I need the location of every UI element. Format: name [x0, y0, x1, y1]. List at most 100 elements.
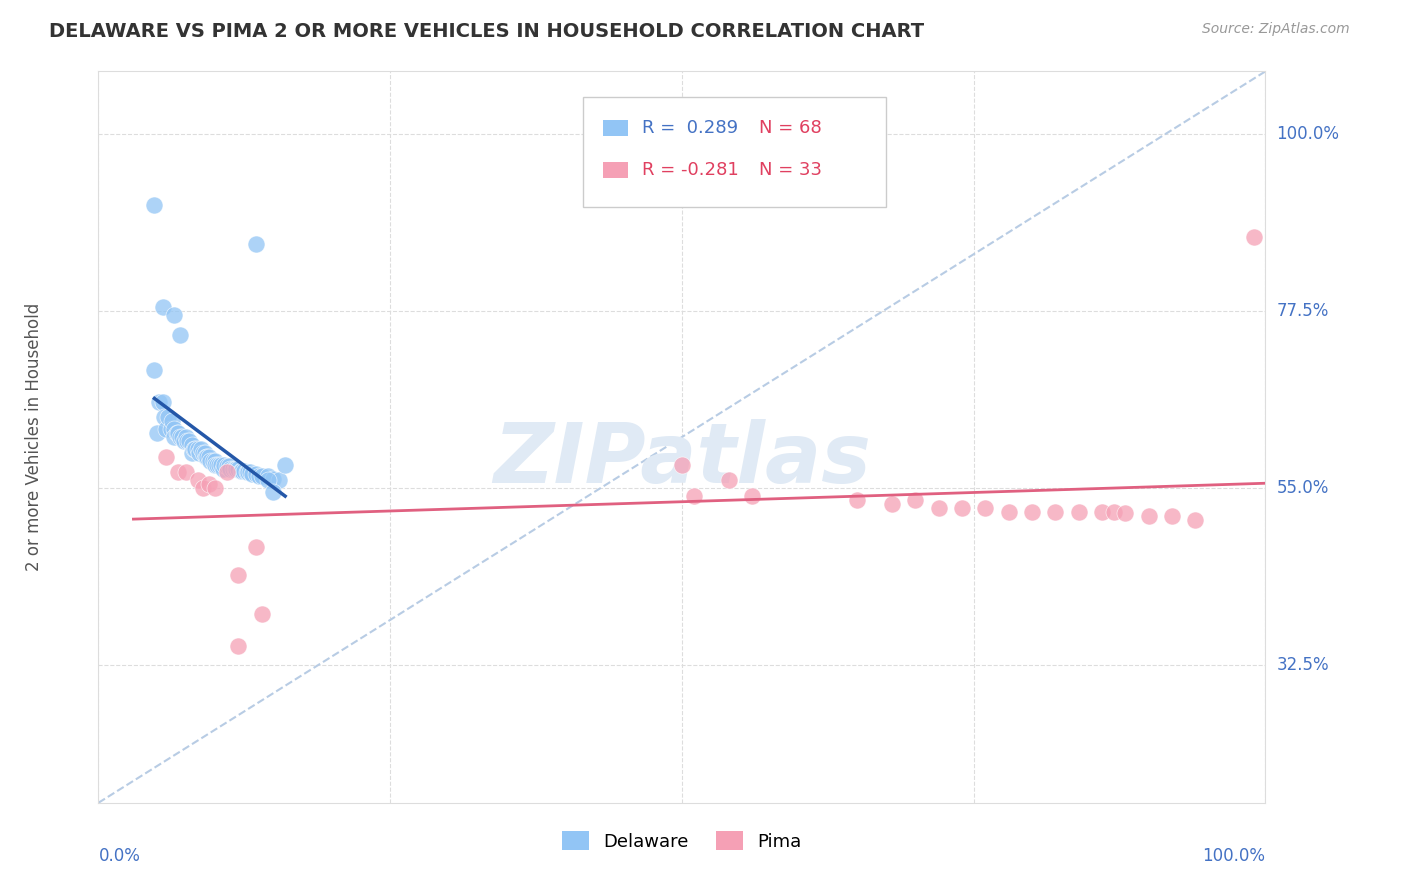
Text: 100.0%: 100.0%: [1277, 125, 1340, 144]
Point: [198, 477, 221, 491]
Point: [174, 466, 197, 480]
Point: [671, 458, 693, 472]
Point: [221, 461, 243, 475]
Point: [262, 485, 284, 500]
FancyBboxPatch shape: [603, 120, 628, 136]
Point: [224, 461, 246, 475]
Legend: Delaware, Pima: Delaware, Pima: [553, 822, 811, 860]
Text: 100.0%: 100.0%: [1202, 847, 1265, 864]
Point: [245, 540, 267, 554]
Point: [1243, 229, 1265, 244]
Point: [204, 458, 226, 472]
Text: R =  0.289: R = 0.289: [643, 120, 738, 137]
Text: R = -0.281: R = -0.281: [643, 161, 740, 179]
Point: [256, 469, 278, 483]
Point: [1102, 505, 1125, 519]
Point: [207, 458, 229, 472]
Point: [245, 237, 267, 252]
Point: [245, 467, 267, 481]
Point: [200, 453, 222, 467]
Point: [1184, 513, 1206, 527]
Point: [1137, 508, 1160, 523]
Point: [193, 481, 215, 495]
Point: [148, 394, 170, 409]
Point: [974, 500, 997, 515]
Point: [204, 481, 226, 495]
Point: [880, 497, 903, 511]
Point: [218, 459, 240, 474]
Text: N = 68: N = 68: [759, 120, 821, 137]
Point: [152, 410, 174, 425]
Point: [1045, 505, 1067, 519]
Point: [176, 434, 198, 448]
Point: [195, 450, 218, 464]
Point: [682, 489, 704, 503]
Point: [169, 327, 191, 342]
Text: Source: ZipAtlas.com: Source: ZipAtlas.com: [1202, 22, 1350, 37]
Point: [187, 442, 209, 456]
Point: [846, 493, 869, 508]
Point: [262, 472, 284, 486]
Point: [1114, 507, 1136, 521]
Point: [209, 458, 232, 472]
Point: [204, 453, 226, 467]
Point: [173, 434, 195, 448]
Point: [179, 434, 201, 448]
Point: [187, 473, 209, 487]
Text: N = 33: N = 33: [759, 161, 823, 179]
Point: [215, 459, 238, 474]
Point: [160, 414, 183, 428]
FancyBboxPatch shape: [582, 97, 886, 207]
Point: [214, 458, 236, 472]
Point: [207, 458, 229, 472]
Point: [174, 430, 197, 444]
Point: [143, 198, 166, 212]
Point: [152, 301, 174, 315]
Point: [242, 467, 264, 481]
Point: [236, 466, 259, 480]
Point: [250, 607, 273, 621]
Point: [997, 505, 1019, 519]
Point: [225, 461, 247, 475]
Point: [187, 446, 209, 460]
Point: [1091, 505, 1114, 519]
Point: [928, 500, 950, 515]
Point: [194, 450, 217, 464]
Point: [152, 394, 174, 409]
Point: [157, 410, 180, 425]
Point: [231, 464, 253, 478]
Point: [163, 430, 186, 444]
Point: [184, 442, 207, 456]
Point: [1021, 505, 1043, 519]
Point: [194, 446, 217, 460]
Text: 2 or more Vehicles in Household: 2 or more Vehicles in Household: [25, 303, 44, 571]
Point: [256, 473, 278, 487]
Point: [1067, 505, 1090, 519]
Point: [201, 453, 224, 467]
Point: [229, 464, 252, 478]
Point: [180, 438, 202, 452]
Point: [249, 469, 271, 483]
Point: [269, 473, 291, 487]
Point: [250, 469, 273, 483]
Point: [193, 446, 215, 460]
Point: [274, 458, 297, 472]
Point: [172, 430, 194, 444]
Text: 0.0%: 0.0%: [98, 847, 141, 864]
Point: [239, 466, 262, 480]
Point: [198, 450, 221, 464]
Point: [155, 450, 177, 464]
Point: [155, 422, 177, 436]
Point: [146, 426, 169, 441]
Text: 77.5%: 77.5%: [1277, 302, 1329, 320]
FancyBboxPatch shape: [603, 162, 628, 178]
Point: [190, 442, 212, 456]
Point: [143, 363, 166, 377]
Point: [166, 466, 188, 480]
Point: [169, 430, 191, 444]
Point: [159, 422, 181, 436]
Text: ZIPatlas: ZIPatlas: [494, 418, 870, 500]
Point: [717, 473, 740, 487]
Point: [166, 426, 188, 441]
Point: [166, 426, 188, 441]
